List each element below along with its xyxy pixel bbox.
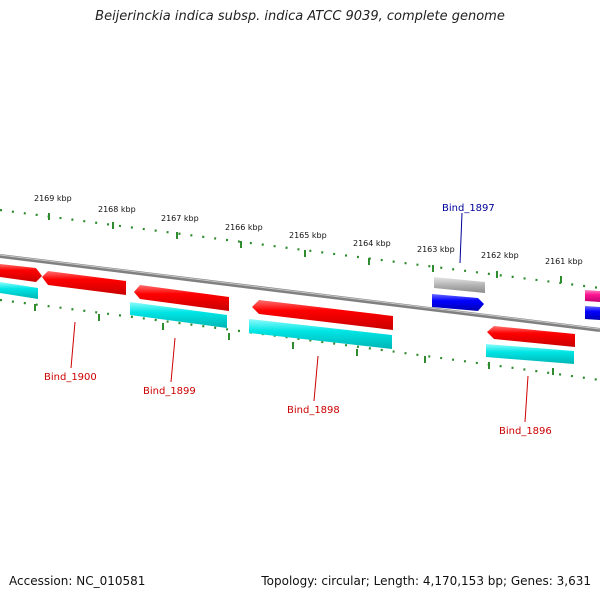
gene-label: Bind_1897: [442, 203, 495, 214]
gene-annotations: Bind_1900 Bind_1899 Bind_1898 Bind_1897 …: [44, 203, 552, 437]
map-title: Beijerinckia indica subsp. indica ATCC 9…: [95, 9, 505, 24]
kbp-label: 2169 kbp: [34, 194, 72, 203]
gene-arrow: [434, 277, 485, 293]
genome-backbone: [0, 254, 600, 332]
kbp-label: 2161 kbp: [545, 257, 583, 266]
kbp-label: 2163 kbp: [417, 245, 455, 254]
rna-bars: [0, 282, 574, 364]
kbp-label: 2166 kbp: [225, 223, 263, 232]
cds-arrow: [487, 326, 575, 347]
kbp-labels: 2169 kbp 2168 kbp 2167 kbp 2166 kbp 2165…: [34, 194, 583, 266]
kbp-label: 2168 kbp: [98, 205, 136, 214]
gene-label: Bind_1900: [44, 372, 97, 383]
cds-arrow: [134, 285, 229, 311]
outer-major-ticks: [48, 213, 562, 283]
cds-arrow: [432, 294, 484, 311]
gene-label: Bind_1898: [287, 405, 340, 416]
accession-text: Accession: NC_010581: [9, 574, 146, 588]
cds-arrow: [42, 271, 126, 295]
kbp-label: 2167 kbp: [161, 214, 199, 223]
cds-arrow: [0, 264, 42, 282]
forward-strand-genes: [0, 264, 600, 347]
inner-major-ticks: [34, 304, 554, 375]
kbp-label: 2165 kbp: [289, 231, 327, 240]
genome-summary-text: Topology: circular; Length: 4,170,153 bp…: [261, 574, 591, 588]
edge-cds-arrow: [585, 306, 600, 320]
gene-label: Bind_1899: [143, 386, 196, 397]
outer-scale-ring: [0, 208, 600, 290]
kbp-label: 2162 kbp: [481, 251, 519, 260]
inner-scale-ring: [0, 298, 600, 382]
gene-label: Bind_1896: [499, 426, 552, 437]
edge-gene-arrow: [585, 290, 600, 302]
cds-arrow: [252, 300, 393, 330]
kbp-label: 2164 kbp: [353, 239, 391, 248]
